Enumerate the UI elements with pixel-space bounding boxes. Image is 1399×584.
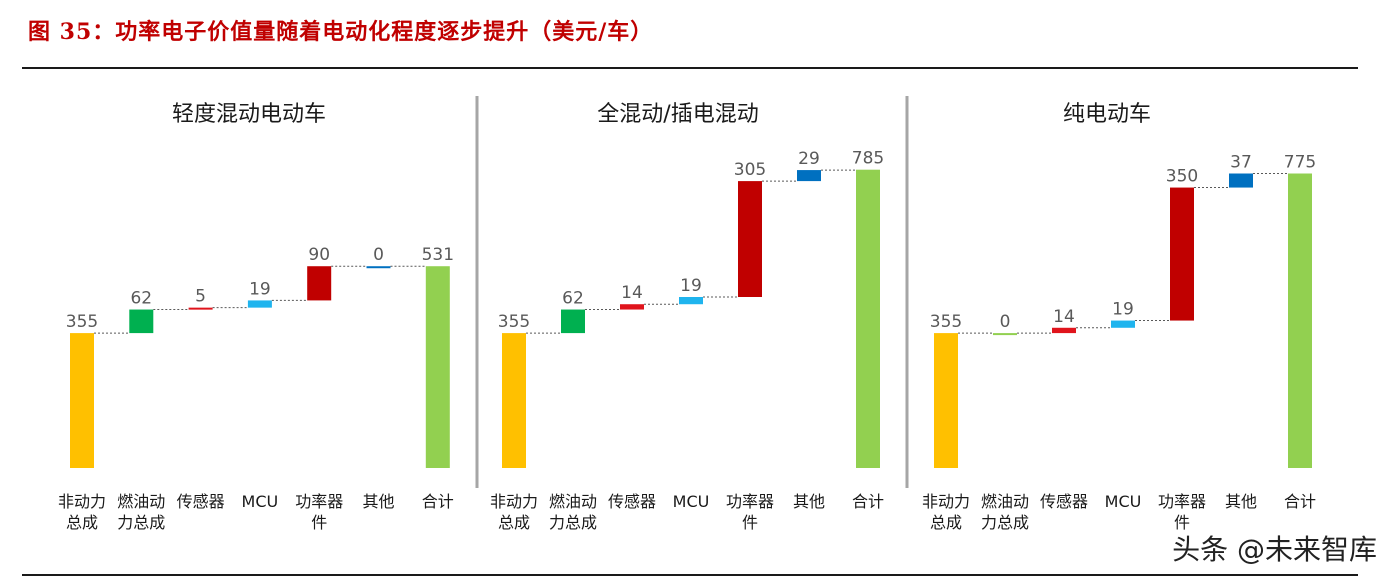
data-label: 19 xyxy=(249,279,271,299)
category-label: 合计 xyxy=(422,492,454,511)
bar xyxy=(188,307,213,310)
bar xyxy=(1111,320,1135,328)
data-label: 90 xyxy=(308,245,330,265)
data-label: 5 xyxy=(195,287,206,307)
category-label: 件 xyxy=(742,513,758,532)
bar xyxy=(247,300,272,308)
category-label: 力总成 xyxy=(981,513,1029,532)
category-label: 合计 xyxy=(852,492,884,511)
bar xyxy=(738,181,762,297)
data-label: 19 xyxy=(680,276,702,296)
bar xyxy=(797,170,821,182)
data-label: 19 xyxy=(1112,300,1134,320)
category-label: 其他 xyxy=(362,492,394,511)
data-label: 0 xyxy=(1000,312,1011,332)
category-label: 功率器 xyxy=(295,492,343,511)
data-label: 355 xyxy=(498,312,530,332)
bar xyxy=(620,304,644,310)
data-label: 62 xyxy=(562,289,584,309)
category-label: 非动力 xyxy=(922,492,970,511)
data-label: 531 xyxy=(422,245,454,265)
category-label: 件 xyxy=(311,513,327,532)
category-label: 力总成 xyxy=(549,513,597,532)
data-label: 775 xyxy=(1284,153,1316,173)
data-label: 14 xyxy=(1053,307,1075,327)
category-label: 燃油动 xyxy=(981,492,1029,511)
category-label: 其他 xyxy=(1225,492,1257,511)
data-label: 355 xyxy=(66,312,98,332)
category-label: 燃油动 xyxy=(549,492,597,511)
category-label: 总成 xyxy=(930,513,962,532)
category-label: 传感器 xyxy=(1040,492,1088,511)
bar xyxy=(1229,173,1253,188)
category-label: 传感器 xyxy=(177,492,225,511)
bar xyxy=(307,266,332,301)
bar xyxy=(1052,327,1076,334)
bar xyxy=(856,169,880,468)
data-label: 785 xyxy=(852,149,884,169)
panel-title: 全混动/插电混动 xyxy=(597,102,758,127)
bar xyxy=(1170,187,1194,321)
bar xyxy=(679,297,703,305)
category-label: 功率器 xyxy=(726,492,774,511)
data-label: 0 xyxy=(373,245,384,265)
category-label: 非动力 xyxy=(490,492,538,511)
bar xyxy=(934,333,958,468)
category-label: 力总成 xyxy=(117,513,165,532)
data-label: 305 xyxy=(734,160,766,180)
category-label: 燃油动 xyxy=(117,492,165,511)
category-label: 传感器 xyxy=(608,492,656,511)
figure-title: 图 35：功率电子价值量随着电动化程度逐步提升（美元/车） xyxy=(28,19,654,45)
top-rule xyxy=(22,67,1358,69)
bar xyxy=(1288,173,1312,468)
category-label: 总成 xyxy=(66,513,98,532)
bar xyxy=(129,309,154,334)
data-label: 350 xyxy=(1166,167,1198,187)
panel-title: 轻度混动电动车 xyxy=(172,102,326,127)
data-label: 37 xyxy=(1230,153,1252,173)
category-label: 其他 xyxy=(793,492,825,511)
data-label: 355 xyxy=(930,312,962,332)
category-label: 总成 xyxy=(498,513,530,532)
bar xyxy=(70,333,94,468)
watermark: 头条 @未来智库 xyxy=(1172,533,1377,566)
category-label: MCU xyxy=(673,492,710,511)
bar xyxy=(425,266,450,468)
data-label: 62 xyxy=(130,289,152,309)
data-label: 29 xyxy=(798,149,820,169)
bar xyxy=(366,266,391,269)
bar xyxy=(502,333,526,468)
category-label: MCU xyxy=(1105,492,1142,511)
data-label: 14 xyxy=(621,283,643,303)
bar xyxy=(993,333,1017,336)
category-label: 功率器 xyxy=(1158,492,1206,511)
bar xyxy=(561,309,585,334)
category-label: 件 xyxy=(1174,513,1190,532)
category-label: 合计 xyxy=(1284,492,1316,511)
category-label: 非动力 xyxy=(58,492,106,511)
bottom-rule xyxy=(22,574,1358,576)
panel-title: 纯电动车 xyxy=(1063,102,1151,127)
category-label: MCU xyxy=(242,492,279,511)
